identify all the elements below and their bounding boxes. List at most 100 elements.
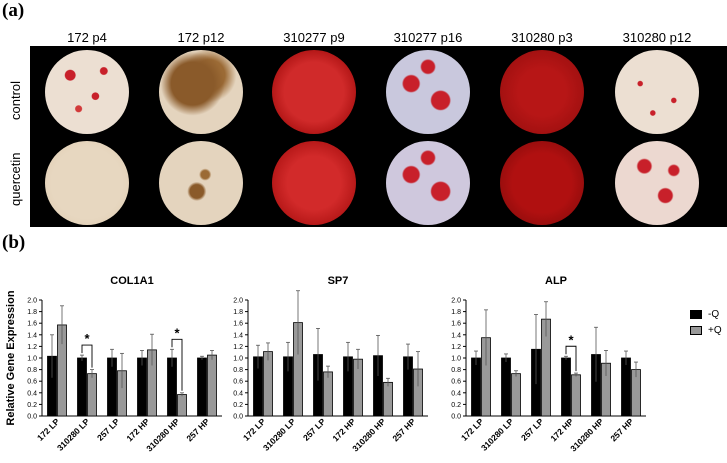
row-label: quercetin (8, 152, 23, 206)
bar (353, 358, 363, 417)
panel-a-label: (a) (2, 0, 25, 21)
x-tick-label: 172 HP (330, 416, 357, 443)
x-tick-label: 172 LP (241, 416, 268, 443)
x-tick-label: 310280 HP (350, 416, 387, 453)
significance-star: * (568, 332, 574, 347)
x-tick-label: 310280 LP (261, 416, 298, 453)
y-tick-label: 0.8 (27, 367, 37, 374)
significance-bracket (171, 338, 183, 391)
row-label: control (8, 80, 23, 120)
bar (117, 370, 127, 417)
significance-star: * (174, 325, 180, 340)
y-tick-label: 1.2 (27, 344, 37, 351)
bar (283, 356, 293, 417)
y-tick-label: 0.0 (233, 414, 243, 421)
column-label: 310280 p3 (511, 30, 573, 45)
y-tick-label: 1.4 (233, 332, 243, 339)
x-tick-label: 172 LP (459, 416, 486, 443)
bar (47, 355, 57, 417)
x-tick-label: 310280 LP (479, 416, 516, 453)
significance-bracket (81, 344, 93, 368)
legend-entry: -Q (690, 306, 722, 322)
bar (621, 357, 631, 417)
micrograph-well (45, 141, 129, 225)
bar (591, 354, 601, 417)
micrograph-well (159, 141, 243, 225)
significance-bracket (565, 345, 577, 372)
micrograph-well (159, 50, 243, 134)
bar (263, 351, 273, 417)
micrograph-well (615, 50, 699, 134)
x-tick-label: 257 LP (301, 416, 328, 443)
y-tick-label: 1.8 (451, 309, 461, 316)
y-tick-label: 2.0 (233, 298, 243, 305)
y-tick-label: 0.8 (451, 367, 461, 374)
bar (167, 357, 177, 417)
x-tick-label: 257 HP (184, 416, 211, 443)
micrograph-well (500, 141, 584, 225)
micrograph-well (500, 50, 584, 134)
micrograph-strip (30, 46, 727, 227)
panel-b-label: (b) (2, 232, 26, 253)
legend-label: -Q (708, 308, 720, 320)
chart-title: SP7 (328, 275, 349, 287)
x-tick-label: 310280 HP (568, 416, 605, 453)
bar (481, 337, 491, 417)
bar (601, 362, 611, 417)
y-axis-label: Relative Gene Expression (5, 290, 17, 425)
column-label: 172 p12 (177, 30, 225, 45)
bar (531, 348, 541, 417)
y-tick-label: 1.6 (233, 321, 243, 328)
x-tick-label: 172 HP (124, 416, 151, 443)
y-tick-label: 1.8 (27, 309, 37, 316)
bar (373, 355, 383, 417)
micrograph-well (272, 50, 356, 134)
chart-title: ALP (545, 275, 567, 287)
bar (207, 354, 217, 417)
bar (77, 357, 87, 417)
bar (177, 394, 187, 417)
bar (293, 322, 303, 417)
x-tick-label: 257 HP (390, 416, 417, 443)
y-tick-label: 0.6 (233, 379, 243, 386)
x-tick-label: 257 LP (95, 416, 122, 443)
legend-swatch (690, 309, 702, 319)
legend-entry: +Q (690, 322, 722, 338)
x-tick-label: 310280 LP (55, 416, 92, 453)
bar (403, 356, 413, 417)
x-tick-label: 172 LP (35, 416, 62, 443)
y-tick-label: 1.2 (233, 344, 243, 351)
bar (137, 357, 147, 417)
x-tick-label: 257 LP (519, 416, 546, 443)
x-tick-label: 310280 HP (144, 416, 181, 453)
legend-swatch (690, 325, 702, 335)
bar (561, 357, 571, 417)
chart-legend: -Q +Q (690, 306, 722, 338)
y-tick-label: 1.0 (27, 356, 37, 363)
bar (383, 381, 393, 417)
micrograph-well (386, 50, 470, 134)
x-tick-label: 257 HP (608, 416, 635, 443)
y-tick-label: 2.0 (27, 298, 37, 305)
legend-label: +Q (708, 324, 722, 336)
y-tick-label: 0.6 (27, 379, 37, 386)
bar (511, 373, 521, 417)
bar (197, 357, 207, 417)
y-tick-label: 1.4 (451, 332, 461, 339)
y-tick-label: 0.0 (451, 414, 461, 421)
significance-star: * (84, 331, 90, 346)
bar (57, 324, 67, 417)
bar (541, 318, 551, 417)
micrograph-well (615, 141, 699, 225)
y-tick-label: 0.0 (27, 414, 37, 421)
y-tick-label: 0.8 (233, 367, 243, 374)
y-tick-label: 2.0 (451, 298, 461, 305)
micrograph-well (45, 50, 129, 134)
y-tick-label: 1.6 (451, 321, 461, 328)
bar (313, 354, 323, 417)
x-tick-label: 172 HP (548, 416, 575, 443)
y-tick-label: 0.2 (451, 402, 461, 409)
bar (107, 357, 117, 417)
y-tick-label: 0.2 (233, 402, 243, 409)
y-tick-label: 0.2 (27, 402, 37, 409)
